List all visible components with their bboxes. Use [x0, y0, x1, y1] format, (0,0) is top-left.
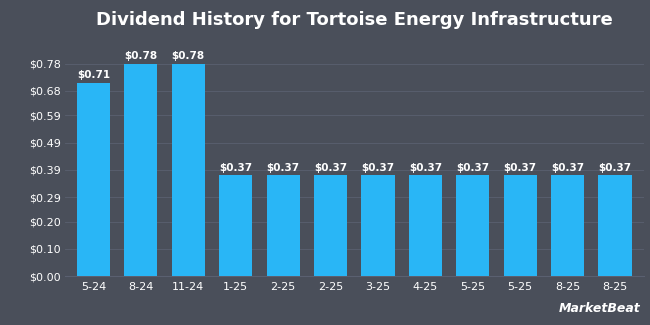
Text: $0.37: $0.37 — [456, 163, 489, 173]
Bar — [219, 176, 252, 276]
Text: $0.37: $0.37 — [599, 163, 632, 173]
Bar — [77, 83, 110, 276]
Bar — [172, 64, 205, 276]
Text: $0.37: $0.37 — [314, 163, 347, 173]
Bar — [361, 176, 395, 276]
Bar — [266, 176, 300, 276]
Text: $0.37: $0.37 — [266, 163, 300, 173]
Text: $0.37: $0.37 — [551, 163, 584, 173]
Text: MarketBeat: MarketBeat — [558, 302, 640, 315]
Text: $0.37: $0.37 — [504, 163, 537, 173]
Text: $0.78: $0.78 — [124, 51, 157, 61]
Text: $0.37: $0.37 — [409, 163, 442, 173]
Text: $0.37: $0.37 — [219, 163, 252, 173]
Text: $0.37: $0.37 — [361, 163, 395, 173]
Text: $0.71: $0.71 — [77, 70, 110, 80]
Bar — [504, 176, 537, 276]
Bar — [314, 176, 347, 276]
Bar — [456, 176, 489, 276]
Bar — [599, 176, 632, 276]
Text: $0.78: $0.78 — [172, 51, 205, 61]
Bar — [409, 176, 442, 276]
Title: Dividend History for Tortoise Energy Infrastructure: Dividend History for Tortoise Energy Inf… — [96, 11, 612, 29]
Bar — [124, 64, 157, 276]
Bar — [551, 176, 584, 276]
